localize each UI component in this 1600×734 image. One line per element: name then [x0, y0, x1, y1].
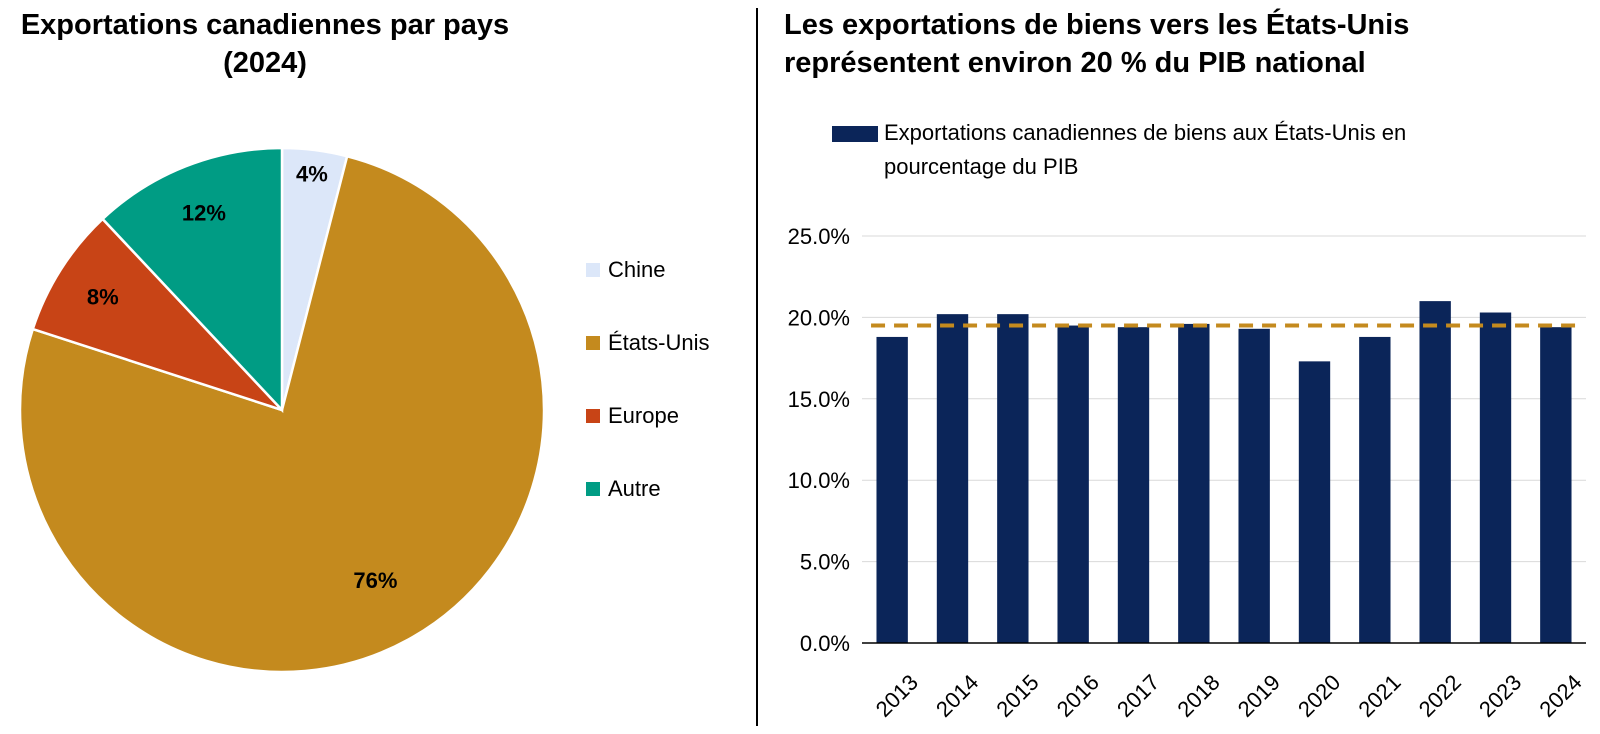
- x-tick-label: 2022: [1414, 670, 1466, 722]
- x-tick-label: 2021: [1353, 670, 1405, 722]
- pie-slice-europe: [31, 217, 283, 412]
- pie-legend-label: Europe: [608, 403, 679, 428]
- bar-2021: [1359, 336, 1391, 643]
- y-tick-label: 20.0%: [788, 305, 850, 330]
- pie-chart-title: Exportations canadiennes par pays (2024): [20, 9, 510, 79]
- y-tick-label: 0.0%: [800, 631, 850, 656]
- bar-2024: [1540, 327, 1572, 643]
- pie-slice-etats-unis: [18, 154, 546, 674]
- pie-slice-autre: [100, 146, 284, 414]
- y-tick-label: 15.0%: [788, 387, 850, 412]
- y-tick-label: 5.0%: [800, 550, 850, 575]
- pie-chart: 4% 76% 8% 12%: [18, 146, 546, 674]
- bar-chart-title: Les exportations de biens vers les États…: [784, 9, 1410, 79]
- panel-divider: [756, 8, 758, 726]
- y-tick-label: 10.0%: [788, 468, 850, 493]
- bar-2014: [936, 314, 969, 643]
- pie-data-label-autre: 12%: [182, 201, 226, 226]
- x-tick-label: 2016: [1052, 670, 1104, 722]
- x-tick-label: 2018: [1172, 670, 1224, 722]
- pie-data-label-etats-unis: 76%: [353, 568, 397, 593]
- pie-legend-item-europe: Europe: [586, 403, 679, 428]
- x-tick-label: 2014: [931, 670, 983, 722]
- pie-data-label-chine: 4%: [296, 161, 328, 186]
- x-tick-label: 2013: [871, 670, 923, 722]
- x-tick-label: 2015: [991, 670, 1043, 722]
- pie-legend-label: Autre: [608, 476, 661, 501]
- bar-2022: [1419, 301, 1451, 643]
- pie-legend-item-chine: Chine: [586, 257, 666, 282]
- bar-2023: [1479, 312, 1512, 643]
- pie-legend-swatch: [586, 263, 600, 277]
- x-tick-label: 2024: [1534, 670, 1586, 722]
- pie-data-label-europe: 8%: [87, 284, 119, 309]
- bar-2015: [997, 314, 1029, 643]
- bar-legend-label: Exportations canadiennes de biens aux Ét…: [884, 120, 1407, 179]
- x-tick-label: 2017: [1112, 670, 1164, 722]
- pie-legend-item-etats-unis: États-Unis: [586, 330, 710, 355]
- bar-2019: [1238, 328, 1270, 643]
- bar-chart: 0.0% 5.0% 10.0% 15.0% 20.0% 25.0% 2013 2014 2015…: [788, 224, 1587, 722]
- y-tick-label: 25.0%: [788, 224, 850, 249]
- pie-legend-item-autre: Autre: [586, 476, 661, 501]
- pie-legend-swatch: [586, 409, 600, 423]
- bar-2016: [1057, 325, 1089, 643]
- bar-2017: [1117, 327, 1150, 643]
- bar-legend-swatch: [832, 126, 878, 142]
- bar-2018: [1178, 323, 1210, 643]
- x-tick-label: 2019: [1233, 670, 1285, 722]
- pie-legend-swatch: [586, 482, 600, 496]
- pie-legend-label: Chine: [608, 257, 666, 282]
- pie-legend-label: États-Unis: [608, 330, 710, 355]
- pie-legend-swatch: [586, 336, 600, 350]
- x-tick-label: 2023: [1474, 670, 1526, 722]
- bar-2013: [876, 336, 908, 643]
- bar-2020: [1298, 361, 1331, 643]
- x-tick-label: 2020: [1293, 670, 1345, 722]
